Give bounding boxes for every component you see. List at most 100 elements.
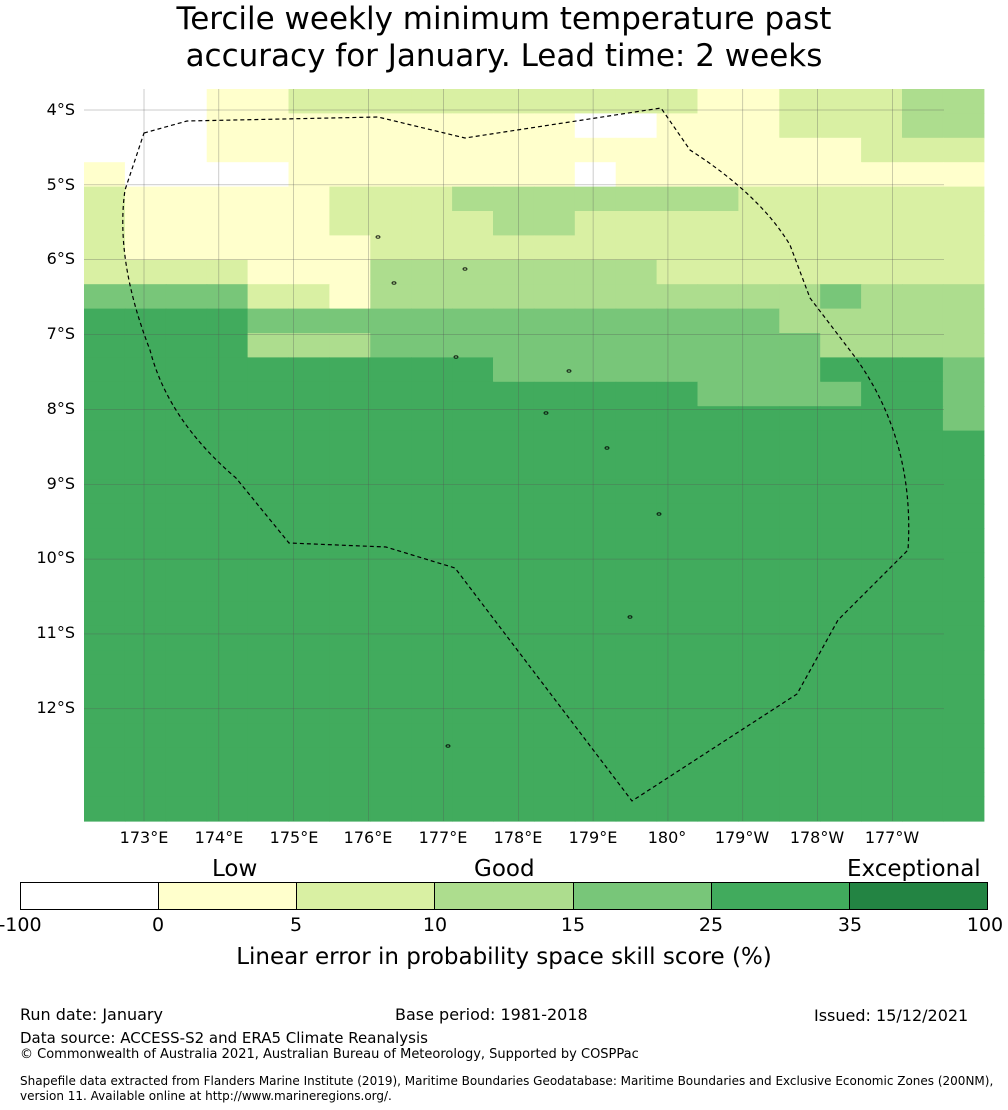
- skill-cell: [902, 650, 944, 676]
- skill-cell: [656, 455, 699, 480]
- skill-cell: [902, 747, 944, 773]
- skill-cell: [779, 796, 821, 822]
- skill-cell: [697, 528, 739, 554]
- skill-cell: [247, 503, 290, 529]
- skill-cell: [329, 552, 371, 578]
- skill-cell: [738, 333, 780, 358]
- skill-cell: [697, 455, 739, 480]
- skill-cell: [615, 211, 658, 236]
- skill-cell: [370, 723, 412, 749]
- skill-cell: [738, 674, 780, 700]
- skill-cell: [452, 186, 494, 212]
- lat-label: 7°S: [46, 324, 75, 343]
- shapefile-credit-line-2: version 11. Available online at http://w…: [20, 1089, 392, 1103]
- skill-cell: [697, 406, 739, 432]
- skill-cell: [574, 699, 617, 724]
- skill-cell: [493, 479, 535, 505]
- skill-cell: [329, 211, 371, 236]
- skill-cell: [902, 479, 944, 505]
- skill-cell: [656, 357, 699, 383]
- skill-cell: [452, 381, 494, 407]
- skill-cell: [942, 113, 985, 139]
- skill-cell: [452, 625, 494, 651]
- skill-cell: [370, 162, 412, 188]
- skill-cell: [247, 357, 290, 383]
- skill-cell: [533, 772, 576, 798]
- skill-cell: [329, 625, 371, 651]
- island-outline: [375, 235, 381, 239]
- skill-cell: [206, 601, 249, 627]
- skill-cell: [452, 528, 494, 554]
- lon-label: 177°W: [864, 828, 920, 847]
- skill-cell: [288, 723, 330, 749]
- skill-cell: [697, 357, 739, 383]
- skill-cell: [370, 552, 412, 578]
- skill-cell: [411, 357, 453, 383]
- skill-cell: [493, 552, 535, 578]
- skill-cell: [861, 747, 903, 773]
- skill-cell: [206, 284, 249, 310]
- skill-cell: [493, 186, 535, 212]
- skill-cell: [329, 528, 371, 554]
- skill-cell: [779, 699, 821, 724]
- skill-cell: [574, 650, 617, 676]
- skill-cell: [329, 479, 371, 505]
- skill-cell: [452, 503, 494, 529]
- skill-cell: [779, 577, 821, 602]
- skill-cell: [165, 552, 208, 578]
- skill-cell: [124, 747, 167, 773]
- skill-cell: [779, 747, 821, 773]
- skill-cell: [942, 308, 985, 334]
- skill-cell: [533, 577, 576, 602]
- map-title-line-1: Tercile weekly minimum temperature past: [176, 1, 832, 37]
- skill-cell: [452, 796, 494, 822]
- skill-cell: [124, 308, 167, 334]
- skill-cell: [738, 625, 780, 651]
- skill-cell: [861, 796, 903, 822]
- skill-cell: [370, 601, 412, 627]
- skill-cell: [493, 601, 535, 627]
- skill-cell: [452, 674, 494, 700]
- skill-cell: [738, 479, 780, 505]
- skill-cell: [574, 235, 617, 261]
- skill-cell: [942, 137, 985, 163]
- skill-cell: [533, 723, 576, 749]
- skill-cell: [738, 503, 780, 529]
- skill-cell: [493, 723, 535, 749]
- skill-cell: [370, 772, 412, 798]
- skill-cell: [574, 162, 617, 188]
- skill-cell: [615, 699, 658, 724]
- skill-cell: [247, 674, 290, 700]
- skill-cell: [206, 528, 249, 554]
- skill-cell: [697, 211, 739, 236]
- colorbar-tick: 15: [560, 914, 586, 936]
- lon-label: 174°E: [194, 828, 244, 847]
- skill-cell: [697, 479, 739, 505]
- skill-cell: [574, 333, 617, 358]
- lat-label: 10°S: [36, 548, 75, 567]
- skill-cell: [615, 552, 658, 578]
- skill-cell: [697, 137, 739, 163]
- skill-cell: [656, 137, 699, 163]
- skill-cell: [779, 357, 821, 383]
- skill-cell: [84, 552, 126, 578]
- skill-cell: [615, 113, 658, 139]
- map-title-line-2: accuracy for January. Lead time: 2 weeks: [185, 38, 823, 74]
- skill-cell: [656, 796, 699, 822]
- skill-cell: [247, 308, 290, 334]
- skill-cell: [533, 235, 576, 261]
- skill-cell: [697, 503, 739, 529]
- skill-cell: [697, 650, 739, 676]
- skill-cell: [861, 674, 903, 700]
- skill-cells: [84, 89, 985, 822]
- skill-cell: [84, 577, 126, 602]
- skill-cell: [165, 211, 208, 236]
- skill-cell: [820, 796, 862, 822]
- skill-cell: [370, 625, 412, 651]
- skill-cell: [902, 357, 944, 383]
- skill-cell: [288, 503, 330, 529]
- skill-cell: [697, 235, 739, 261]
- colorbar-tick: 5: [289, 914, 303, 936]
- skill-cell: [165, 796, 208, 822]
- skill-cell: [84, 601, 126, 627]
